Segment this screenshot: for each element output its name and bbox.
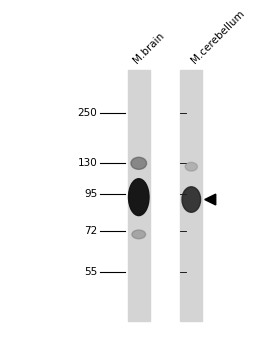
Text: 72: 72 [84,226,97,236]
Ellipse shape [182,187,200,212]
Ellipse shape [185,162,197,171]
Text: 130: 130 [78,158,97,168]
Ellipse shape [132,230,146,239]
Text: M.cerebellum: M.cerebellum [189,8,246,65]
Text: 55: 55 [84,267,97,277]
Text: 250: 250 [78,108,97,118]
Bar [180,70,202,321]
Ellipse shape [131,157,147,169]
FancyArrow shape [205,194,216,205]
Text: M.brain: M.brain [132,30,166,65]
Text: 95: 95 [84,189,97,199]
Ellipse shape [129,179,149,216]
Bar [128,70,150,321]
